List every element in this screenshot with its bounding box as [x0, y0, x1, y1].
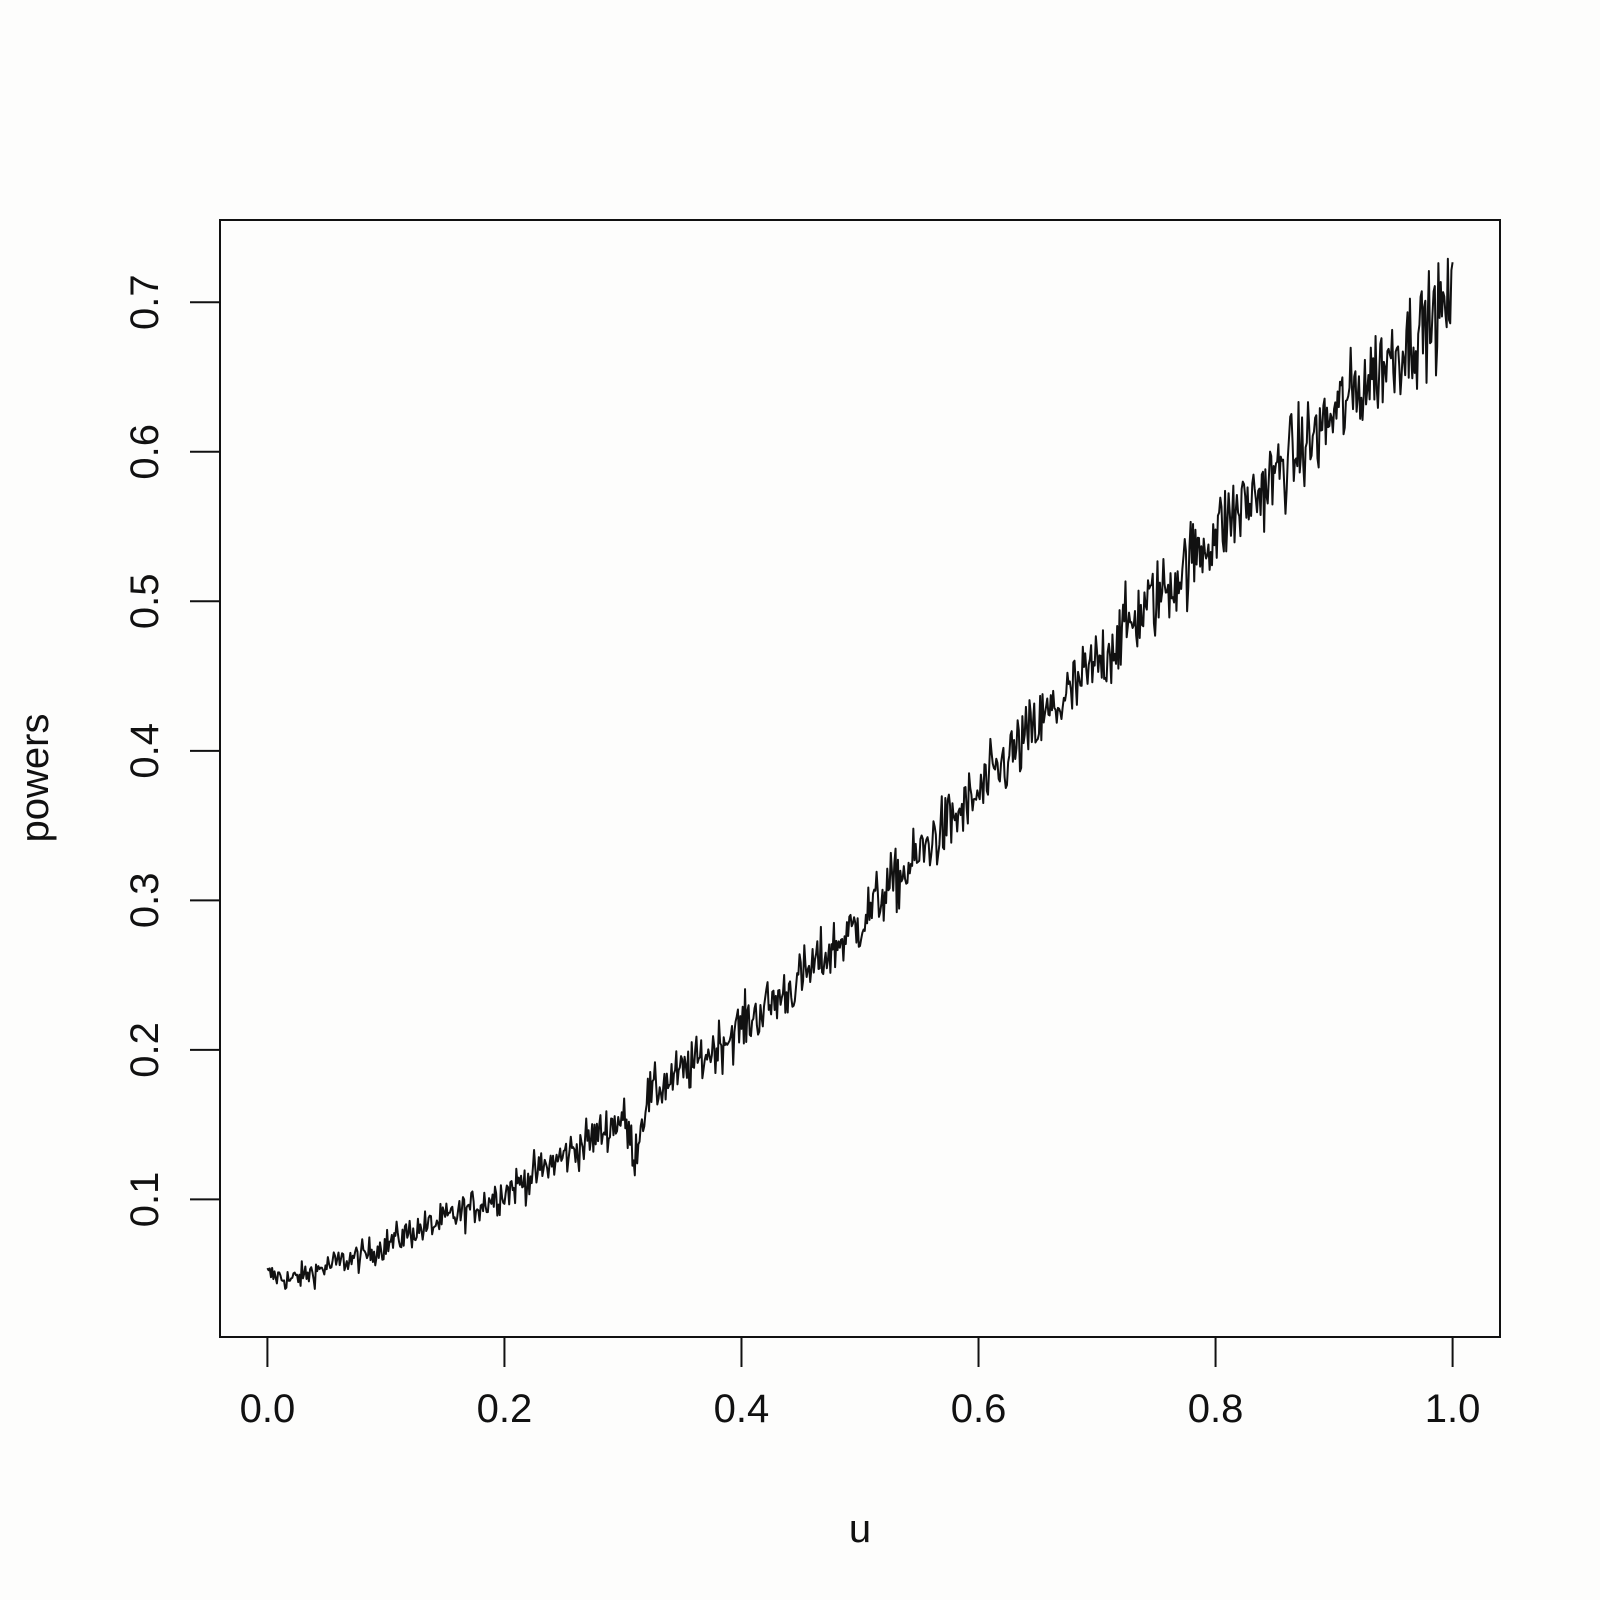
y-tick-label: 0.7: [123, 274, 167, 330]
y-tick-label: 0.5: [123, 574, 167, 630]
x-tick-label: 0.8: [1188, 1387, 1244, 1431]
x-axis: 0.0 0.2 0.4 0.6 0.8 1.0: [240, 1336, 1481, 1431]
y-axis-title: powers: [13, 714, 57, 843]
x-tick-label: 0.0: [240, 1387, 296, 1431]
x-axis-title: u: [849, 1507, 871, 1551]
series-line: [266, 257, 1454, 1290]
y-tick-label: 0.6: [123, 424, 167, 480]
x-tick-label: 1.0: [1425, 1387, 1481, 1431]
x-tick-label: 0.6: [951, 1387, 1007, 1431]
y-tick-label: 0.4: [123, 723, 167, 779]
plot-frame: [219, 219, 1501, 1338]
y-axis: 0.1 0.2 0.3 0.4 0.5 0.6 0.7: [123, 274, 221, 1228]
x-tick-label: 0.2: [477, 1387, 533, 1431]
y-tick-label: 0.2: [123, 1022, 167, 1078]
x-tick-label: 0.4: [714, 1387, 770, 1431]
y-tick-label: 0.1: [123, 1172, 167, 1228]
y-tick-label: 0.3: [123, 873, 167, 929]
